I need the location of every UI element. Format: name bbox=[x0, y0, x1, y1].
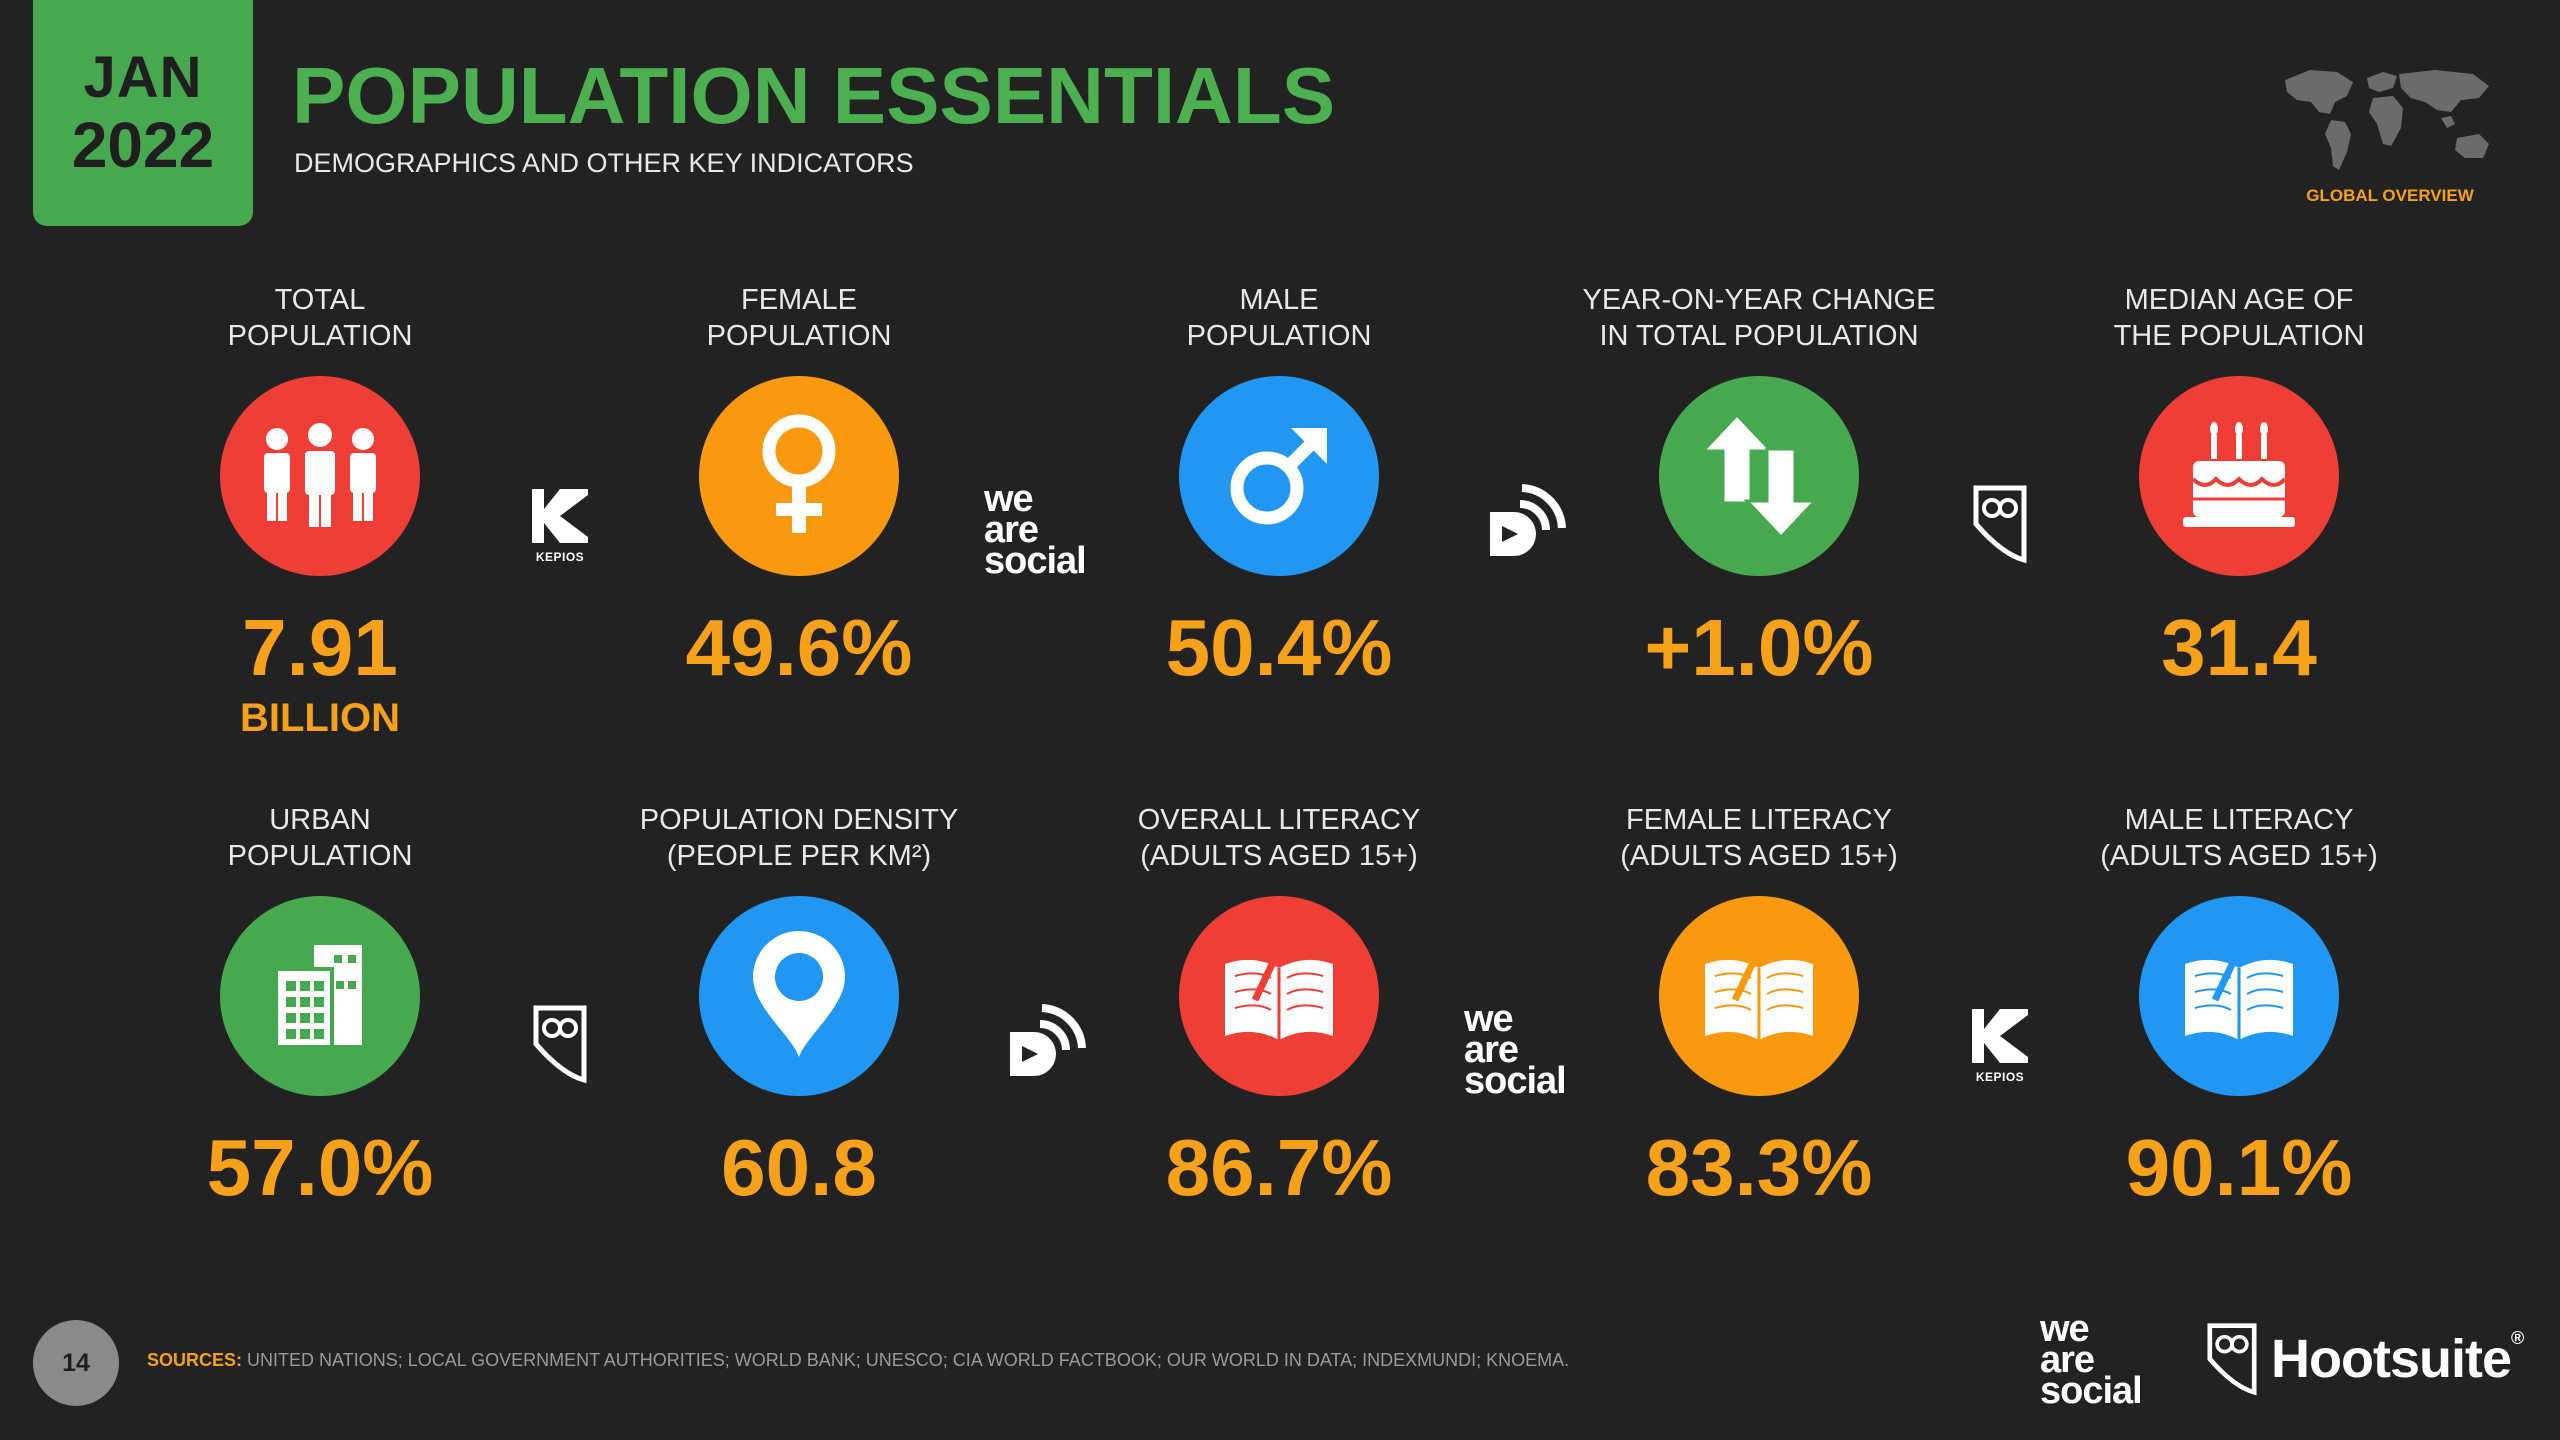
sources-line: SOURCES: UNITED NATIONS; LOCAL GOVERNMEN… bbox=[147, 1350, 1569, 1371]
tile-label-line2: POPULATION bbox=[227, 840, 413, 872]
people-icon bbox=[220, 376, 420, 576]
hootsuite-owl-icon bbox=[533, 1005, 587, 1084]
ws-line2: are bbox=[2040, 1339, 2095, 1382]
tile-label-line2: POPULATION bbox=[227, 320, 413, 352]
kepios-label: KEPIOS bbox=[535, 550, 585, 564]
tile-value: 49.6% bbox=[685, 603, 913, 692]
tile-female-population: FEMALE POPULATION 49.6% bbox=[609, 282, 989, 690]
tile-label-line2: (ADULTS AGED 15+) bbox=[1620, 840, 1898, 872]
tile-value: 31.4 bbox=[2161, 603, 2317, 692]
tile-label-line1: URBAN bbox=[269, 804, 371, 836]
tile-median-age: MEDIAN AGE OF THE POPULATION 31.4 bbox=[2049, 282, 2429, 690]
tile-total-population: TOTAL POPULATION 7.91 BILLION bbox=[130, 282, 510, 741]
tile-label-line2: POPULATION bbox=[706, 320, 892, 352]
male-symbol-icon bbox=[1179, 376, 1379, 576]
tile-value: 90.1% bbox=[2125, 1123, 2353, 1212]
ws-line2: are bbox=[1464, 1029, 1519, 1072]
world-map-icon bbox=[2285, 70, 2489, 170]
hootsuite-name: Hootsuite bbox=[2271, 1329, 2512, 1389]
tile-label-line1: POPULATION DENSITY bbox=[639, 804, 959, 836]
tile-value: 86.7% bbox=[1165, 1123, 1393, 1212]
kepios-label: KEPIOS bbox=[1975, 1070, 2025, 1084]
page-number: 14 bbox=[33, 1320, 119, 1406]
tile-value: 50.4% bbox=[1165, 603, 1393, 692]
ws-line1: we bbox=[2040, 1308, 2090, 1350]
book-icon bbox=[1179, 896, 1379, 1096]
tile-label-line2: THE POPULATION bbox=[2113, 320, 2365, 352]
kepios-mark-icon bbox=[1972, 1009, 2028, 1063]
registered-mark: ® bbox=[2511, 1328, 2524, 1348]
tile-label-line1: MEDIAN AGE OF bbox=[2124, 284, 2354, 316]
ws-line1: we bbox=[1464, 998, 1514, 1040]
tile-value: 83.3% bbox=[1645, 1123, 1873, 1212]
tile-value: +1.0% bbox=[1644, 603, 1874, 692]
date-month: JAN bbox=[83, 45, 203, 110]
global-overview-label: GLOBAL OVERVIEW bbox=[2306, 186, 2474, 205]
date-year: 2022 bbox=[71, 109, 215, 181]
tile-male-population: MALE POPULATION 50.4% bbox=[1089, 282, 1469, 690]
tile-label-line1: OVERALL LITERACY bbox=[1137, 804, 1421, 836]
tile-yoy-change: YEAR-ON-YEAR CHANGE IN TOTAL POPULATION +… bbox=[1569, 282, 1949, 690]
ws-line2: are bbox=[984, 509, 1039, 552]
tile-label-line1: FEMALE bbox=[740, 284, 858, 316]
tile-label-line2: (ADULTS AGED 15+) bbox=[1140, 840, 1418, 872]
we-are-social-logo: we are social bbox=[1464, 998, 1567, 1103]
book-icon bbox=[2139, 896, 2339, 1096]
ws-line3: social bbox=[1464, 1060, 1567, 1103]
ws-line3: social bbox=[984, 540, 1087, 583]
map-pin-icon bbox=[699, 896, 899, 1096]
ws-line1: we bbox=[984, 478, 1034, 520]
tile-overall-literacy: OVERALL LITERACY (ADULTS AGED 15+) 86.7% bbox=[1089, 802, 1469, 1210]
page-title: POPULATION ESSENTIALS bbox=[292, 51, 1336, 140]
tile-value: 57.0% bbox=[206, 1123, 434, 1212]
hootsuite-owl-icon bbox=[1973, 485, 2027, 564]
footer-hootsuite-logo: Hootsuite® bbox=[2205, 1322, 2524, 1396]
datareportal-icon bbox=[1490, 484, 1566, 556]
hootsuite-owl-icon bbox=[2207, 1323, 2257, 1396]
tile-label-line2: (ADULTS AGED 15+) bbox=[2100, 840, 2378, 872]
up-down-arrows-icon bbox=[1659, 376, 1859, 576]
book-icon bbox=[1659, 896, 1859, 1096]
hootsuite-wordmark: Hootsuite® bbox=[2271, 1328, 2524, 1390]
sources-label: SOURCES: bbox=[147, 1350, 243, 1370]
kepios-logo: KEPIOS bbox=[1970, 1007, 2030, 1084]
tile-label-line2: IN TOTAL POPULATION bbox=[1599, 320, 1919, 352]
datareportal-icon bbox=[1010, 1004, 1086, 1076]
tile-label-line1: YEAR-ON-YEAR CHANGE bbox=[1582, 284, 1936, 316]
tile-value: 7.91 bbox=[242, 603, 398, 692]
kepios-mark-icon bbox=[532, 489, 588, 543]
tile-label-line1: TOTAL bbox=[274, 284, 366, 316]
tile-label-line2: POPULATION bbox=[1186, 320, 1372, 352]
tile-label-line1: MALE bbox=[1239, 284, 1319, 316]
tile-urban-population: URBAN POPULATION 57.0% bbox=[130, 802, 510, 1210]
tile-label-line1: MALE LITERACY bbox=[2124, 804, 2354, 836]
page-subtitle: DEMOGRAPHICS AND OTHER KEY INDICATORS bbox=[294, 148, 914, 178]
tile-population-density: POPULATION DENSITY (PEOPLE PER KM²) 60.8 bbox=[609, 802, 989, 1210]
tile-value: 60.8 bbox=[721, 1123, 877, 1212]
tile-male-literacy: MALE LITERACY (ADULTS AGED 15+) 90.1% bbox=[2049, 802, 2429, 1210]
building-icon bbox=[220, 896, 420, 1096]
tile-label-line1: FEMALE LITERACY bbox=[1626, 804, 1892, 836]
sources-text: UNITED NATIONS; LOCAL GOVERNMENT AUTHORI… bbox=[247, 1350, 1570, 1370]
date-badge: JAN 2022 bbox=[33, 0, 253, 226]
kepios-logo: KEPIOS bbox=[530, 487, 590, 564]
tile-unit: BILLION bbox=[240, 696, 400, 740]
birthday-cake-icon bbox=[2139, 376, 2339, 576]
tile-female-literacy: FEMALE LITERACY (ADULTS AGED 15+) 83.3% bbox=[1569, 802, 1949, 1210]
ws-line3: social bbox=[2040, 1370, 2143, 1413]
footer-we-are-social-logo: we are social bbox=[2040, 1308, 2143, 1413]
we-are-social-logo: we are social bbox=[984, 478, 1087, 583]
female-symbol-icon bbox=[699, 376, 899, 576]
tile-label-line2: (PEOPLE PER KM²) bbox=[666, 840, 932, 872]
